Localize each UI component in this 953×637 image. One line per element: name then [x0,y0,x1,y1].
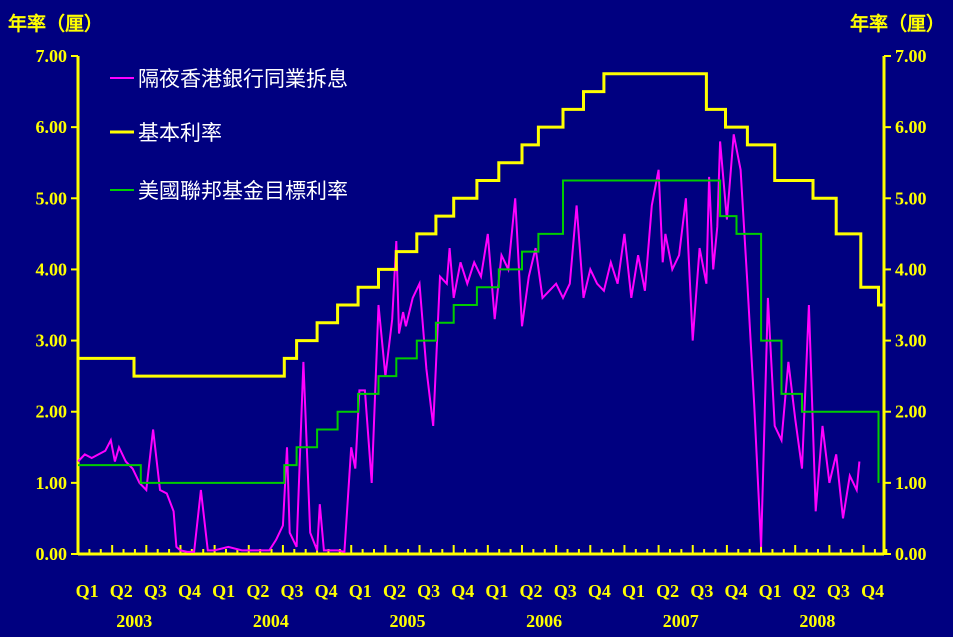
x-quarter-label: Q4 [724,581,747,601]
x-quarter-label: Q3 [690,581,713,601]
y-tick-label-left: 6.00 [36,117,68,137]
axes-layer: 0.00 0.00 1.00 1.00 2.00 2.00 3.00 3.00 4.00 4.00… [36,46,927,631]
x-quarter-label: Q4 [588,581,611,601]
y-tick-label-right: 4.00 [895,259,927,279]
y-tick-label-right: 0.00 [895,544,927,564]
series-line-1 [77,134,861,554]
y-tick-label-right: 3.00 [895,331,927,351]
x-quarter-label: Q4 [315,581,338,601]
x-quarter-label: Q4 [861,581,884,601]
x-quarter-label: Q1 [349,581,372,601]
y-tick-label-left: 4.00 [36,259,68,279]
x-year-label: 2003 [116,611,152,631]
y-tick-label-left: 3.00 [36,331,68,351]
y-axis-title-left: 年率（厘） [8,12,103,35]
y-tick-label-left: 0.00 [36,544,68,564]
x-year-label: 2008 [799,611,835,631]
y-tick-label-left: 5.00 [36,188,68,208]
x-quarter-label: Q3 [417,581,440,601]
x-quarter-label: Q2 [383,581,406,601]
x-quarter-label: Q1 [76,581,99,601]
x-quarter-label: Q2 [246,581,269,601]
x-quarter-label: Q2 [656,581,679,601]
y-tick-label-right: 7.00 [895,46,927,66]
x-year-label: 2006 [526,611,562,631]
x-quarter-label: Q1 [759,581,782,601]
y-tick-label-right: 5.00 [895,188,927,208]
legend-label-2: 基本利率 [138,121,222,145]
x-quarter-label: Q4 [451,581,474,601]
x-quarter-label: Q3 [554,581,577,601]
x-quarter-label: Q2 [110,581,133,601]
series-layer [77,72,884,554]
y-tick-label-right: 6.00 [895,117,927,137]
x-quarter-label: Q3 [827,581,850,601]
y-tick-label-left: 7.00 [36,46,68,66]
x-quarter-label: Q2 [793,581,816,601]
x-quarter-label: Q1 [622,581,645,601]
y-tick-label-left: 1.00 [36,473,68,493]
legend-label-3: 美國聯邦基金目標利率 [138,179,348,203]
x-quarter-label: Q2 [520,581,543,601]
y-tick-label-right: 1.00 [895,473,927,493]
x-year-label: 2005 [390,611,426,631]
x-quarter-label: Q1 [212,581,235,601]
y-axis-title-right: 年率（厘） [850,12,945,35]
x-quarter-label: Q3 [144,581,167,601]
y-tick-label-left: 2.00 [36,402,68,422]
series-line-2 [78,72,884,378]
x-quarter-label: Q3 [280,581,303,601]
legend-label-1: 隔夜香港銀行同業拆息 [138,67,348,91]
x-year-label: 2007 [663,611,699,631]
x-quarter-label: Q4 [178,581,201,601]
y-tick-label-right: 2.00 [895,402,927,422]
x-year-label: 2004 [253,611,289,631]
x-quarter-label: Q1 [485,581,508,601]
series-line-3 [78,179,880,484]
